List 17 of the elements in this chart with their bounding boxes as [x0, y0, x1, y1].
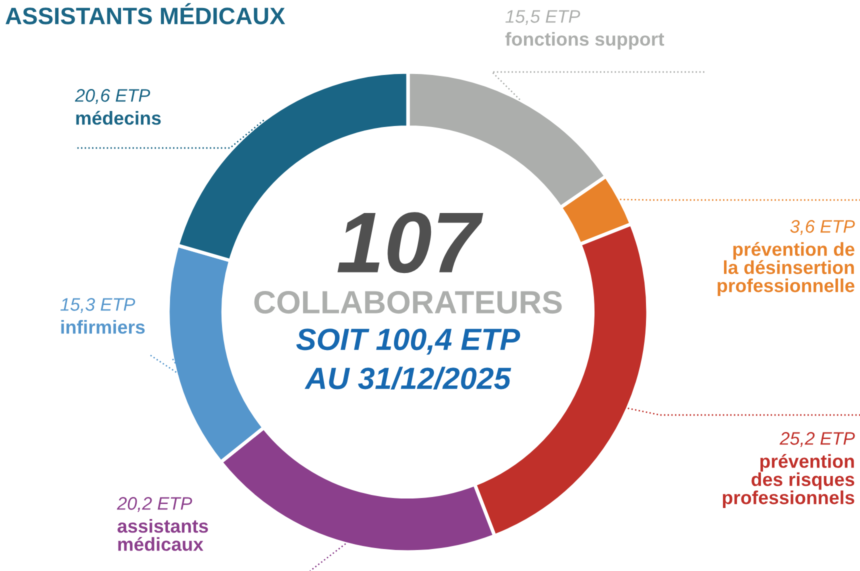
text: 107 — [338, 212, 484, 274]
text: AU 31/12/2025 — [304, 366, 512, 390]
slice-label: médecins — [76, 110, 161, 125]
data-label: 3,6 ETP — [790, 220, 855, 235]
slice-label: infirmiers — [61, 320, 145, 334]
slice-label: prévention des risques professionnels — [722, 454, 854, 508]
text: SOIT 100,4 ETP — [296, 328, 520, 355]
slice-label: prévention de la désinsertion professionnelle — [718, 242, 854, 296]
data-label: 20,2 ETP — [116, 497, 192, 512]
slice-label: fonctions support — [505, 32, 664, 50]
data-label: 15,3 ETP — [60, 298, 136, 313]
data-label: 15,5 ETP — [505, 10, 580, 25]
chart-title: ASSISTANTS MÉDICAUX — [6, 3, 286, 24]
text: COLLABORATEURS — [254, 290, 562, 314]
data-label: 25,2 ETP — [780, 432, 855, 447]
data-label: 20,6 ETP — [74, 89, 150, 104]
slice-label: assistants médicaux — [118, 519, 208, 551]
